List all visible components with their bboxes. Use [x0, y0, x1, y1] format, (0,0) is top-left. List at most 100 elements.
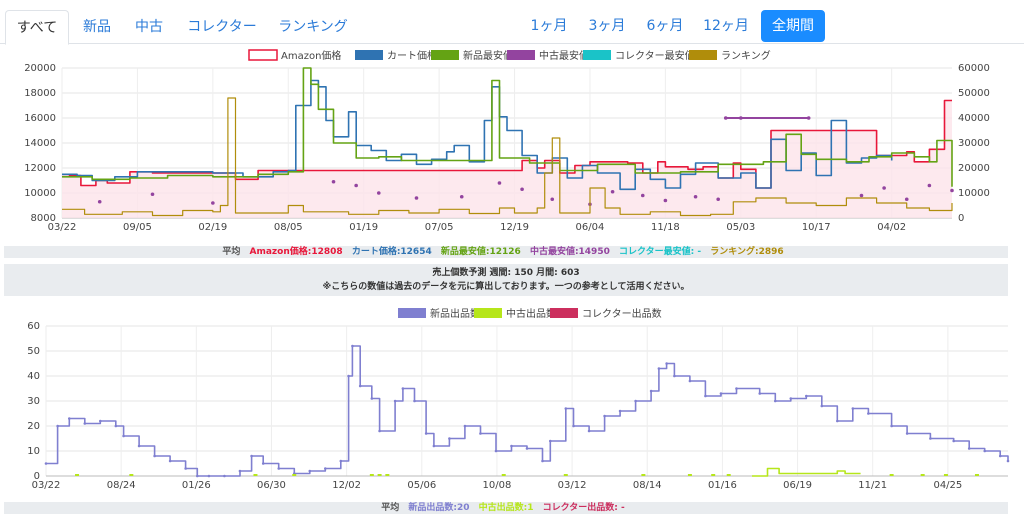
y-tick-label: 0: [34, 471, 40, 482]
range-1-month[interactable]: 1ヶ月: [530, 18, 568, 34]
y-tick-label: 8000: [31, 213, 56, 224]
cart-line: [62, 79, 893, 191]
new-count-point: [952, 439, 955, 443]
used-min-point: [550, 197, 555, 202]
new-count-point: [820, 404, 824, 408]
amazon-price-area: [62, 100, 952, 218]
used-min-point: [640, 193, 645, 198]
range-3-months[interactable]: 3ヶ月: [588, 18, 626, 34]
new-count-point: [587, 429, 591, 433]
used-min-point: [97, 199, 102, 204]
used-count-line: [752, 467, 861, 477]
new-count-point: [424, 432, 428, 435]
new-count-point: [673, 374, 676, 378]
y-tick-label: 50: [27, 346, 40, 357]
stat-amazon: Amazon価格:12808: [249, 247, 343, 257]
new-count-point: [114, 424, 118, 428]
legend-label: 中古出品数: [506, 307, 556, 320]
legend-item: 新品出品数: [398, 307, 480, 320]
used-min-point: [882, 186, 886, 190]
used-min-point: [520, 187, 524, 192]
new-count-line: [46, 345, 1009, 477]
stats-label: 平均: [222, 247, 241, 257]
x-tick-label: 04/02: [877, 222, 906, 233]
new-count-point: [998, 454, 1002, 458]
sales-forecast: 売上個数予測 週間: 150 月間: 603 ※こちらの数値は過去のデータを元に…: [4, 264, 1008, 296]
new-count-point: [967, 447, 971, 450]
used-count-point: [369, 474, 374, 476]
y-tick-label: 10000: [24, 188, 56, 199]
tab-ranking[interactable]: ランキング: [278, 19, 348, 35]
x-tick-label: 03/12: [558, 480, 587, 491]
new-count-point: [351, 344, 354, 348]
legend-swatch: [398, 308, 426, 318]
new-count-point: [1006, 459, 1010, 463]
forecast-line: 売上個数予測 週間: 150 月間: 603: [432, 268, 580, 278]
new-count-point: [261, 462, 265, 465]
new-count-point: [929, 437, 932, 440]
new-count-point: [99, 419, 102, 423]
legend-item: コレクター最安値: [583, 49, 695, 62]
stat-used-min: 中古最安値:14950: [529, 247, 610, 257]
tab-collector[interactable]: コレクター: [187, 19, 257, 35]
tab-new[interactable]: 新品: [83, 19, 111, 35]
price-average-stats: 平均 Amazon価格:12808 カート価格:12654 新品最安値:1212…: [4, 246, 1008, 258]
y-tick-label: 12000: [24, 163, 56, 174]
new-count-point: [448, 437, 451, 440]
new-count-point: [735, 387, 738, 390]
y-right-tick-label: 0: [958, 213, 964, 224]
y-right-tick-label: 30000: [958, 138, 990, 149]
new-count-point: [479, 432, 482, 435]
new-min-line: [62, 67, 953, 187]
new-count-point: [572, 424, 575, 428]
used-min-point: [693, 194, 698, 199]
used-count-point: [711, 474, 716, 476]
used-count-point: [253, 474, 258, 476]
stat-ranking: ランキング:2896: [710, 247, 784, 257]
new-count-point: [56, 424, 59, 428]
new-count-point: [704, 394, 707, 398]
x-tick-label: 01/26: [182, 480, 211, 491]
offer-count-chart: 新品出品数 中古出品数 コレクター出品数 0 10 20 30 40 50 60 03/22 08/2…: [27, 307, 1010, 491]
used-count-point: [75, 474, 80, 476]
tab-used[interactable]: 中古: [135, 19, 163, 35]
tab-divider: [0, 43, 1024, 44]
tab-all[interactable]: すべて: [5, 10, 69, 45]
stat-new-min: 新品最安値:12126: [440, 247, 521, 257]
y-tick-label: 20000: [24, 63, 56, 74]
new-count-point: [789, 397, 793, 400]
y-right-tick-label: 50000: [958, 88, 990, 99]
new-count-point: [370, 397, 374, 400]
used-count-point: [943, 474, 948, 476]
new-count-point: [665, 362, 668, 365]
used-min-point: [497, 181, 502, 185]
legend-item: 新品最安値: [431, 49, 513, 62]
new-count-point: [548, 439, 552, 443]
new-count-point: [413, 399, 416, 403]
new-count-point: [358, 384, 362, 388]
new-count-point: [207, 474, 211, 478]
used-count-point: [974, 474, 979, 476]
stat-cart: カート価格:12654: [351, 247, 432, 257]
x-tick-label: 04/25: [933, 480, 962, 491]
x-tick-label: 05/03: [726, 222, 755, 233]
x-tick-label: 01/19: [349, 222, 378, 233]
range-12-months[interactable]: 12ヶ月: [703, 18, 749, 34]
new-count-point: [851, 407, 855, 410]
used-min-point: [927, 183, 932, 188]
new-count-point: [223, 474, 226, 478]
new-count-point: [195, 474, 199, 478]
used-count-point: [385, 474, 390, 476]
new-count-point: [618, 409, 622, 413]
range-6-months[interactable]: 6ヶ月: [646, 18, 684, 34]
x-tick-label: 10/17: [802, 222, 831, 233]
range-all-time[interactable]: 全期間: [761, 10, 825, 42]
legend-label: コレクター最安値: [615, 49, 695, 62]
new-count-point: [137, 444, 141, 448]
x-tick-label: 02/19: [198, 222, 227, 233]
new-count-point: [649, 389, 653, 393]
legend-label: 中古最安値: [539, 49, 589, 62]
y-tick-label: 20: [27, 421, 40, 432]
y-right-tick-label: 10000: [958, 188, 990, 199]
x-tick-label: 08/24: [107, 480, 136, 491]
